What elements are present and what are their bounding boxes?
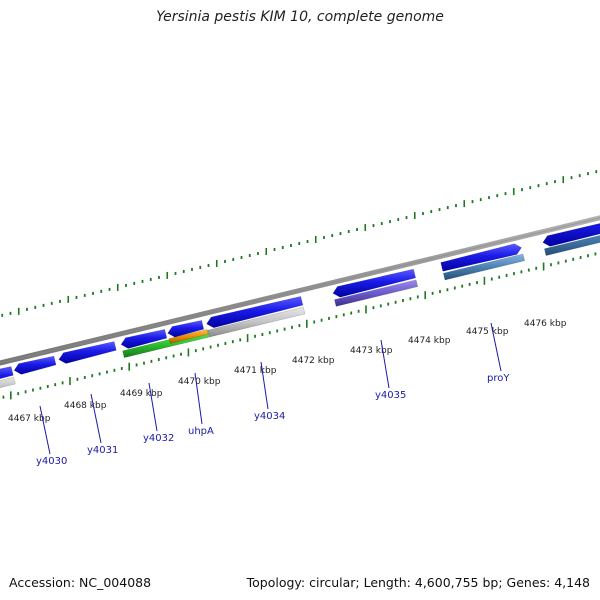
gene-feature: [167, 320, 205, 338]
cds-feature: [544, 235, 600, 256]
gene-label-track: y4030 y4031 y4032 uhpA y4034 y4035 proY: [36, 322, 510, 467]
outer-tick-track: [1, 170, 598, 317]
gene-label-proY: proY: [487, 373, 510, 384]
cds-feature: [207, 306, 306, 338]
scale-label: 4476 kbp: [524, 319, 567, 329]
gene-label-leader: [90, 393, 102, 444]
scale-label: 4472 kbp: [292, 356, 335, 366]
gene-feature: [13, 355, 57, 375]
genome-summary-text: Topology: circular; Length: 4,600,755 bp…: [246, 575, 590, 590]
cds-feature: [0, 376, 16, 388]
gene-label-y4035: y4035: [375, 390, 406, 401]
cds-feature: [443, 253, 525, 281]
scale-label: 4475 kbp: [466, 327, 509, 337]
cds-feature: [168, 329, 209, 344]
gene-label-y4031: y4031: [87, 445, 118, 456]
gene-feature: [206, 296, 304, 329]
gene-label-y4032: y4032: [143, 433, 174, 444]
gene-feature: [332, 268, 416, 298]
gene-feature: [440, 243, 522, 272]
scale-label: 4469 kbp: [120, 389, 163, 399]
scale-label: 4468 kbp: [64, 401, 107, 411]
gene-feature: [120, 329, 168, 349]
scale-label: 4471 kbp: [234, 366, 277, 376]
gene-label-leader: [148, 382, 158, 432]
gene-feature: [0, 366, 14, 380]
backbone-track: [0, 215, 600, 366]
gene-label-leader: [194, 372, 203, 425]
scale-track: 4467 kbp 4468 kbp 4469 kbp 4470 kbp 4471 kbp…: [2, 252, 597, 424]
gene-feature: [58, 341, 117, 364]
gene-label-leader: [39, 405, 51, 455]
scale-label: 4474 kbp: [408, 336, 451, 346]
gene-label-uhpA: uhpA: [188, 426, 214, 437]
gene-label-leader: [380, 339, 390, 389]
map-title: Yersinia pestis KIM 10, complete genome: [156, 9, 444, 25]
feature-track: [0, 223, 600, 388]
gene-label-y4034: y4034: [254, 411, 285, 422]
scale-label: 4467 kbp: [8, 414, 51, 424]
scale-label: 4470 kbp: [178, 377, 221, 387]
cds-feature: [334, 279, 419, 307]
gene-label-y4030: y4030: [36, 456, 67, 467]
gene-feature: [542, 223, 600, 247]
accession-text: Accession: NC_004088: [9, 575, 152, 590]
scale-label: 4473 kbp: [350, 346, 393, 356]
gene-label-leader: [260, 361, 269, 410]
gene-label-leader: [490, 322, 502, 372]
